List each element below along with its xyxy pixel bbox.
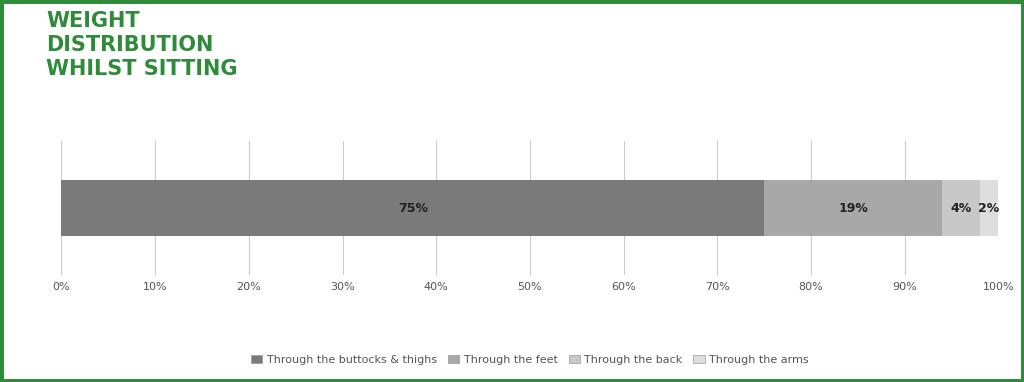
Text: 4%: 4% xyxy=(950,202,972,215)
Text: 2%: 2% xyxy=(978,202,999,215)
Text: WEIGHT
DISTRIBUTION
WHILST SITTING: WEIGHT DISTRIBUTION WHILST SITTING xyxy=(46,11,238,79)
Legend: Through the buttocks & thighs, Through the feet, Through the back, Through the a: Through the buttocks & thighs, Through t… xyxy=(247,350,813,369)
Text: 19%: 19% xyxy=(839,202,868,215)
Text: 75%: 75% xyxy=(397,202,428,215)
Bar xyxy=(942,180,980,236)
Bar xyxy=(980,180,998,236)
Bar xyxy=(61,180,764,236)
Bar xyxy=(764,180,942,236)
